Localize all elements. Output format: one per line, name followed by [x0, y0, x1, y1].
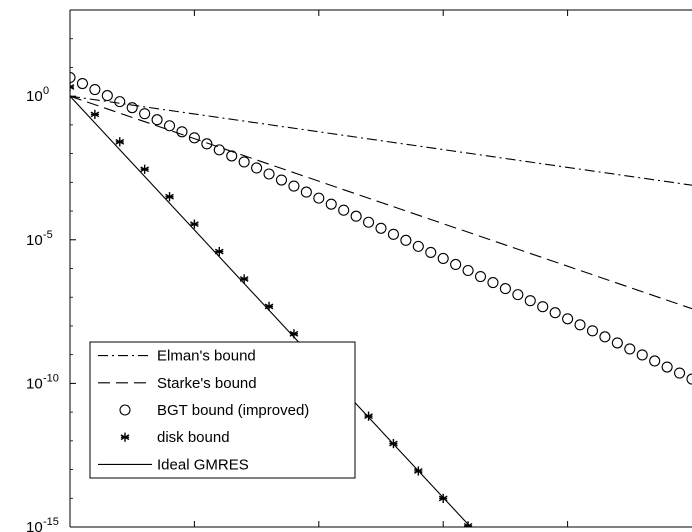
- series-bgt-bound-improved-point: [600, 332, 610, 342]
- series-bgt-bound-improved-point: [575, 320, 585, 330]
- series-bgt-bound-improved-point: [500, 284, 510, 294]
- series-bgt-bound-improved-point: [587, 326, 597, 336]
- series-bgt-bound-improved-point: [214, 145, 224, 155]
- series-bgt-bound-improved-point: [388, 229, 398, 239]
- legend-label: Starke's bound: [157, 375, 257, 392]
- series-bgt-bound-improved-point: [127, 103, 137, 113]
- y-tick-label-exponent: -5: [43, 229, 53, 241]
- y-tick-label-exponent: -15: [43, 516, 59, 528]
- legend: Elman's bound Starke's bound BGT bound (im…: [90, 342, 355, 478]
- series-bgt-bound-improved-point: [662, 362, 672, 372]
- series-disk-bound-point: [365, 412, 373, 421]
- series-bgt-bound-improved-point: [513, 290, 523, 300]
- series-bgt-bound-improved-point: [612, 338, 622, 348]
- series-bgt-bound-improved-point: [339, 205, 349, 215]
- series-bgt-bound-improved-point: [538, 302, 548, 312]
- series-bgt-bound-improved-point: [289, 181, 299, 191]
- series-bgt-bound-improved-point: [314, 193, 324, 203]
- series-disk-bound-point: [116, 137, 124, 146]
- series-bgt-bound-improved-point: [463, 266, 473, 276]
- series-disk-bound-point: [141, 165, 149, 174]
- y-tick-label: 10 0: [26, 85, 49, 105]
- series-bgt-bound-improved-point: [413, 241, 423, 251]
- legend-label: Elman's bound: [157, 348, 256, 365]
- y-tick-label-base: 10: [26, 88, 43, 105]
- series-bgt-bound-improved-point: [276, 175, 286, 185]
- series-bgt-bound-improved-point: [227, 151, 237, 161]
- series-bgt-bound-improved-point: [239, 157, 249, 167]
- series-bgt-bound-improved-point: [115, 97, 125, 107]
- y-tick-label-exponent: 0: [43, 85, 49, 97]
- series-bgt-bound-improved-point: [563, 314, 573, 324]
- y-tick-label-base: 10: [26, 375, 43, 392]
- series-starke-s-bound-line: [70, 96, 692, 309]
- series-bgt-bound-improved-point: [77, 79, 87, 89]
- series-bgt-bound-improved-point: [90, 85, 100, 95]
- legend-label: Ideal GMRES: [157, 456, 249, 473]
- series-bgt-bound-improved-point: [364, 217, 374, 227]
- series-bgt-bound-improved-point: [476, 272, 486, 282]
- series-bgt-bound-improved-point: [687, 374, 692, 384]
- series-bgt-bound-improved-point: [550, 308, 560, 318]
- series-disk-bound-point: [240, 274, 248, 283]
- series-bgt-bound-improved-point: [650, 356, 660, 366]
- series-bgt-bound-improved-point: [140, 109, 150, 119]
- series-bgt-bound-improved-point: [264, 169, 274, 179]
- series-bgt-bound-improved-point: [326, 199, 336, 209]
- series-bgt-bound-improved-point: [252, 163, 262, 173]
- y-tick-label-exponent: -10: [43, 372, 59, 384]
- y-tick-label: 10 -15: [26, 516, 59, 532]
- series-bgt-bound-improved-point: [451, 259, 461, 269]
- series-disk-bound-point: [464, 521, 472, 530]
- legend-label: disk bound: [157, 429, 230, 446]
- series-disk-bound-point: [91, 110, 99, 119]
- y-tick-label: 10 -5: [26, 229, 53, 249]
- series-bgt-bound-improved-point: [301, 187, 311, 197]
- series-bgt-bound-improved-point: [438, 253, 448, 263]
- y-tick-label-base: 10: [26, 519, 43, 532]
- series-bgt-bound-improved-point: [637, 350, 647, 360]
- series-bgt-bound-improved-point: [525, 296, 535, 306]
- series-bgt-bound-improved-point: [351, 211, 361, 221]
- series-bgt-bound-improved-point: [625, 344, 635, 354]
- series-bgt-bound-improved-point: [102, 91, 112, 101]
- series-elman-s-bound-line: [70, 96, 692, 185]
- series-bgt-bound-improved-point: [165, 121, 175, 131]
- series-disk-bound-point: [215, 247, 223, 256]
- y-tick-label-base: 10: [26, 232, 43, 249]
- series-bgt-bound-improved-point: [152, 115, 162, 125]
- legend-label: BGT bound (improved): [157, 402, 309, 419]
- series-bgt-bound-improved-point: [488, 278, 498, 288]
- series-bgt-bound-improved-point: [376, 223, 386, 233]
- series-bgt-bound-improved-point: [675, 368, 685, 378]
- y-tick-label: 10 -10: [26, 372, 59, 392]
- series-bgt-bound-improved-point: [426, 247, 436, 257]
- series-bgt-bound-improved-point: [401, 235, 411, 245]
- series-bgt-bound-improved-point: [177, 127, 187, 137]
